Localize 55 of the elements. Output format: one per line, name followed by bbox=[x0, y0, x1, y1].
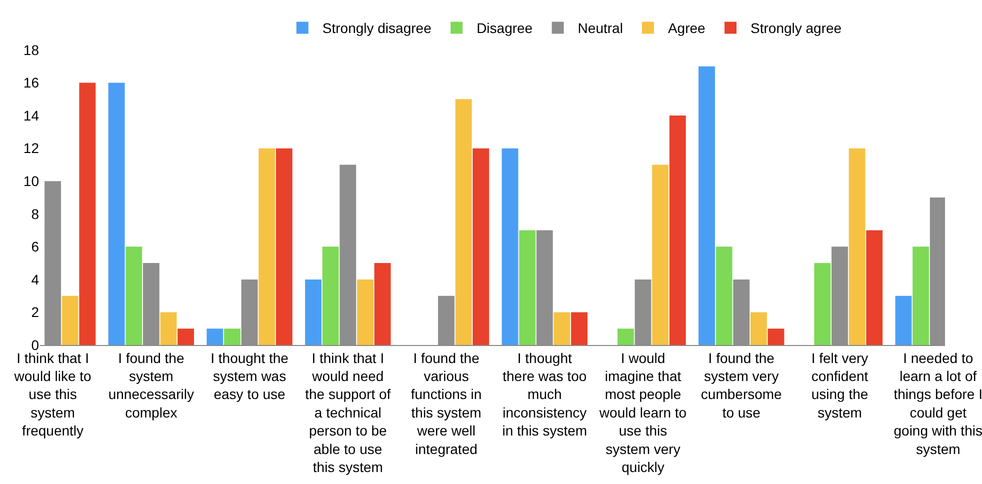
x-tick-label: I thought there was too much inconsistency in this system bbox=[502, 350, 588, 439]
bar bbox=[356, 279, 374, 345]
x-tick-label: I think that I would need the support of a technical person to be able to use this system bbox=[305, 350, 391, 475]
y-tick-label: 14 bbox=[23, 107, 40, 124]
y-tick-label: 4 bbox=[31, 271, 40, 288]
y-tick-label: 16 bbox=[23, 74, 40, 91]
legend-label: Agree bbox=[668, 20, 706, 36]
bar bbox=[206, 328, 224, 345]
bar bbox=[617, 328, 634, 345]
bar bbox=[160, 312, 177, 345]
bar bbox=[652, 164, 669, 345]
bar bbox=[305, 279, 322, 345]
y-tick-label: 12 bbox=[23, 140, 40, 156]
bar bbox=[866, 230, 883, 345]
x-tick-label: I needed to learn a lot of things before I could get going with this system bbox=[894, 350, 982, 457]
bar bbox=[108, 82, 125, 345]
y-tick-label: 6 bbox=[31, 238, 40, 255]
legend-label: Disagree bbox=[476, 20, 533, 36]
y-tick-label: 10 bbox=[23, 173, 40, 190]
bar bbox=[768, 328, 784, 345]
bar bbox=[814, 263, 831, 345]
bar bbox=[669, 116, 686, 345]
x-tick-label: I found the system unnecessarily complex bbox=[108, 350, 194, 420]
legend-label: Strongly disagree bbox=[322, 20, 432, 36]
bar bbox=[224, 328, 240, 345]
legend-label: Strongly agree bbox=[750, 20, 842, 36]
bar bbox=[178, 328, 194, 345]
bar bbox=[374, 263, 391, 345]
bar bbox=[322, 246, 339, 345]
x-tick-label: I found the various functions in this system were well integrated bbox=[410, 350, 482, 457]
y-tick-label: 2 bbox=[31, 304, 40, 320]
bar bbox=[554, 312, 570, 345]
bar bbox=[912, 246, 930, 345]
bar bbox=[698, 66, 715, 345]
bar bbox=[62, 296, 78, 345]
bar bbox=[519, 230, 536, 345]
bar bbox=[895, 296, 912, 345]
legend-label: Neutral bbox=[578, 20, 623, 36]
bar bbox=[79, 82, 96, 345]
y-tick-label: 18 bbox=[23, 42, 40, 58]
x-tick-label: I found the system very cumbersome to use bbox=[700, 350, 782, 420]
bar bbox=[276, 148, 292, 345]
bar bbox=[472, 148, 490, 345]
x-tick-label: I thought the system was easy to use bbox=[210, 350, 289, 402]
bar bbox=[716, 246, 732, 345]
bar bbox=[848, 148, 866, 345]
bar bbox=[502, 148, 518, 345]
bar bbox=[571, 312, 588, 345]
bar bbox=[455, 99, 472, 345]
bar bbox=[750, 312, 767, 345]
x-tick-label: I would imagine that most people would learn to use this system very quickly bbox=[598, 350, 687, 475]
bar bbox=[126, 246, 142, 345]
bar bbox=[258, 148, 276, 345]
y-tick-label: 8 bbox=[31, 206, 40, 222]
x-tick-label: I felt very confident using the system bbox=[811, 350, 868, 420]
